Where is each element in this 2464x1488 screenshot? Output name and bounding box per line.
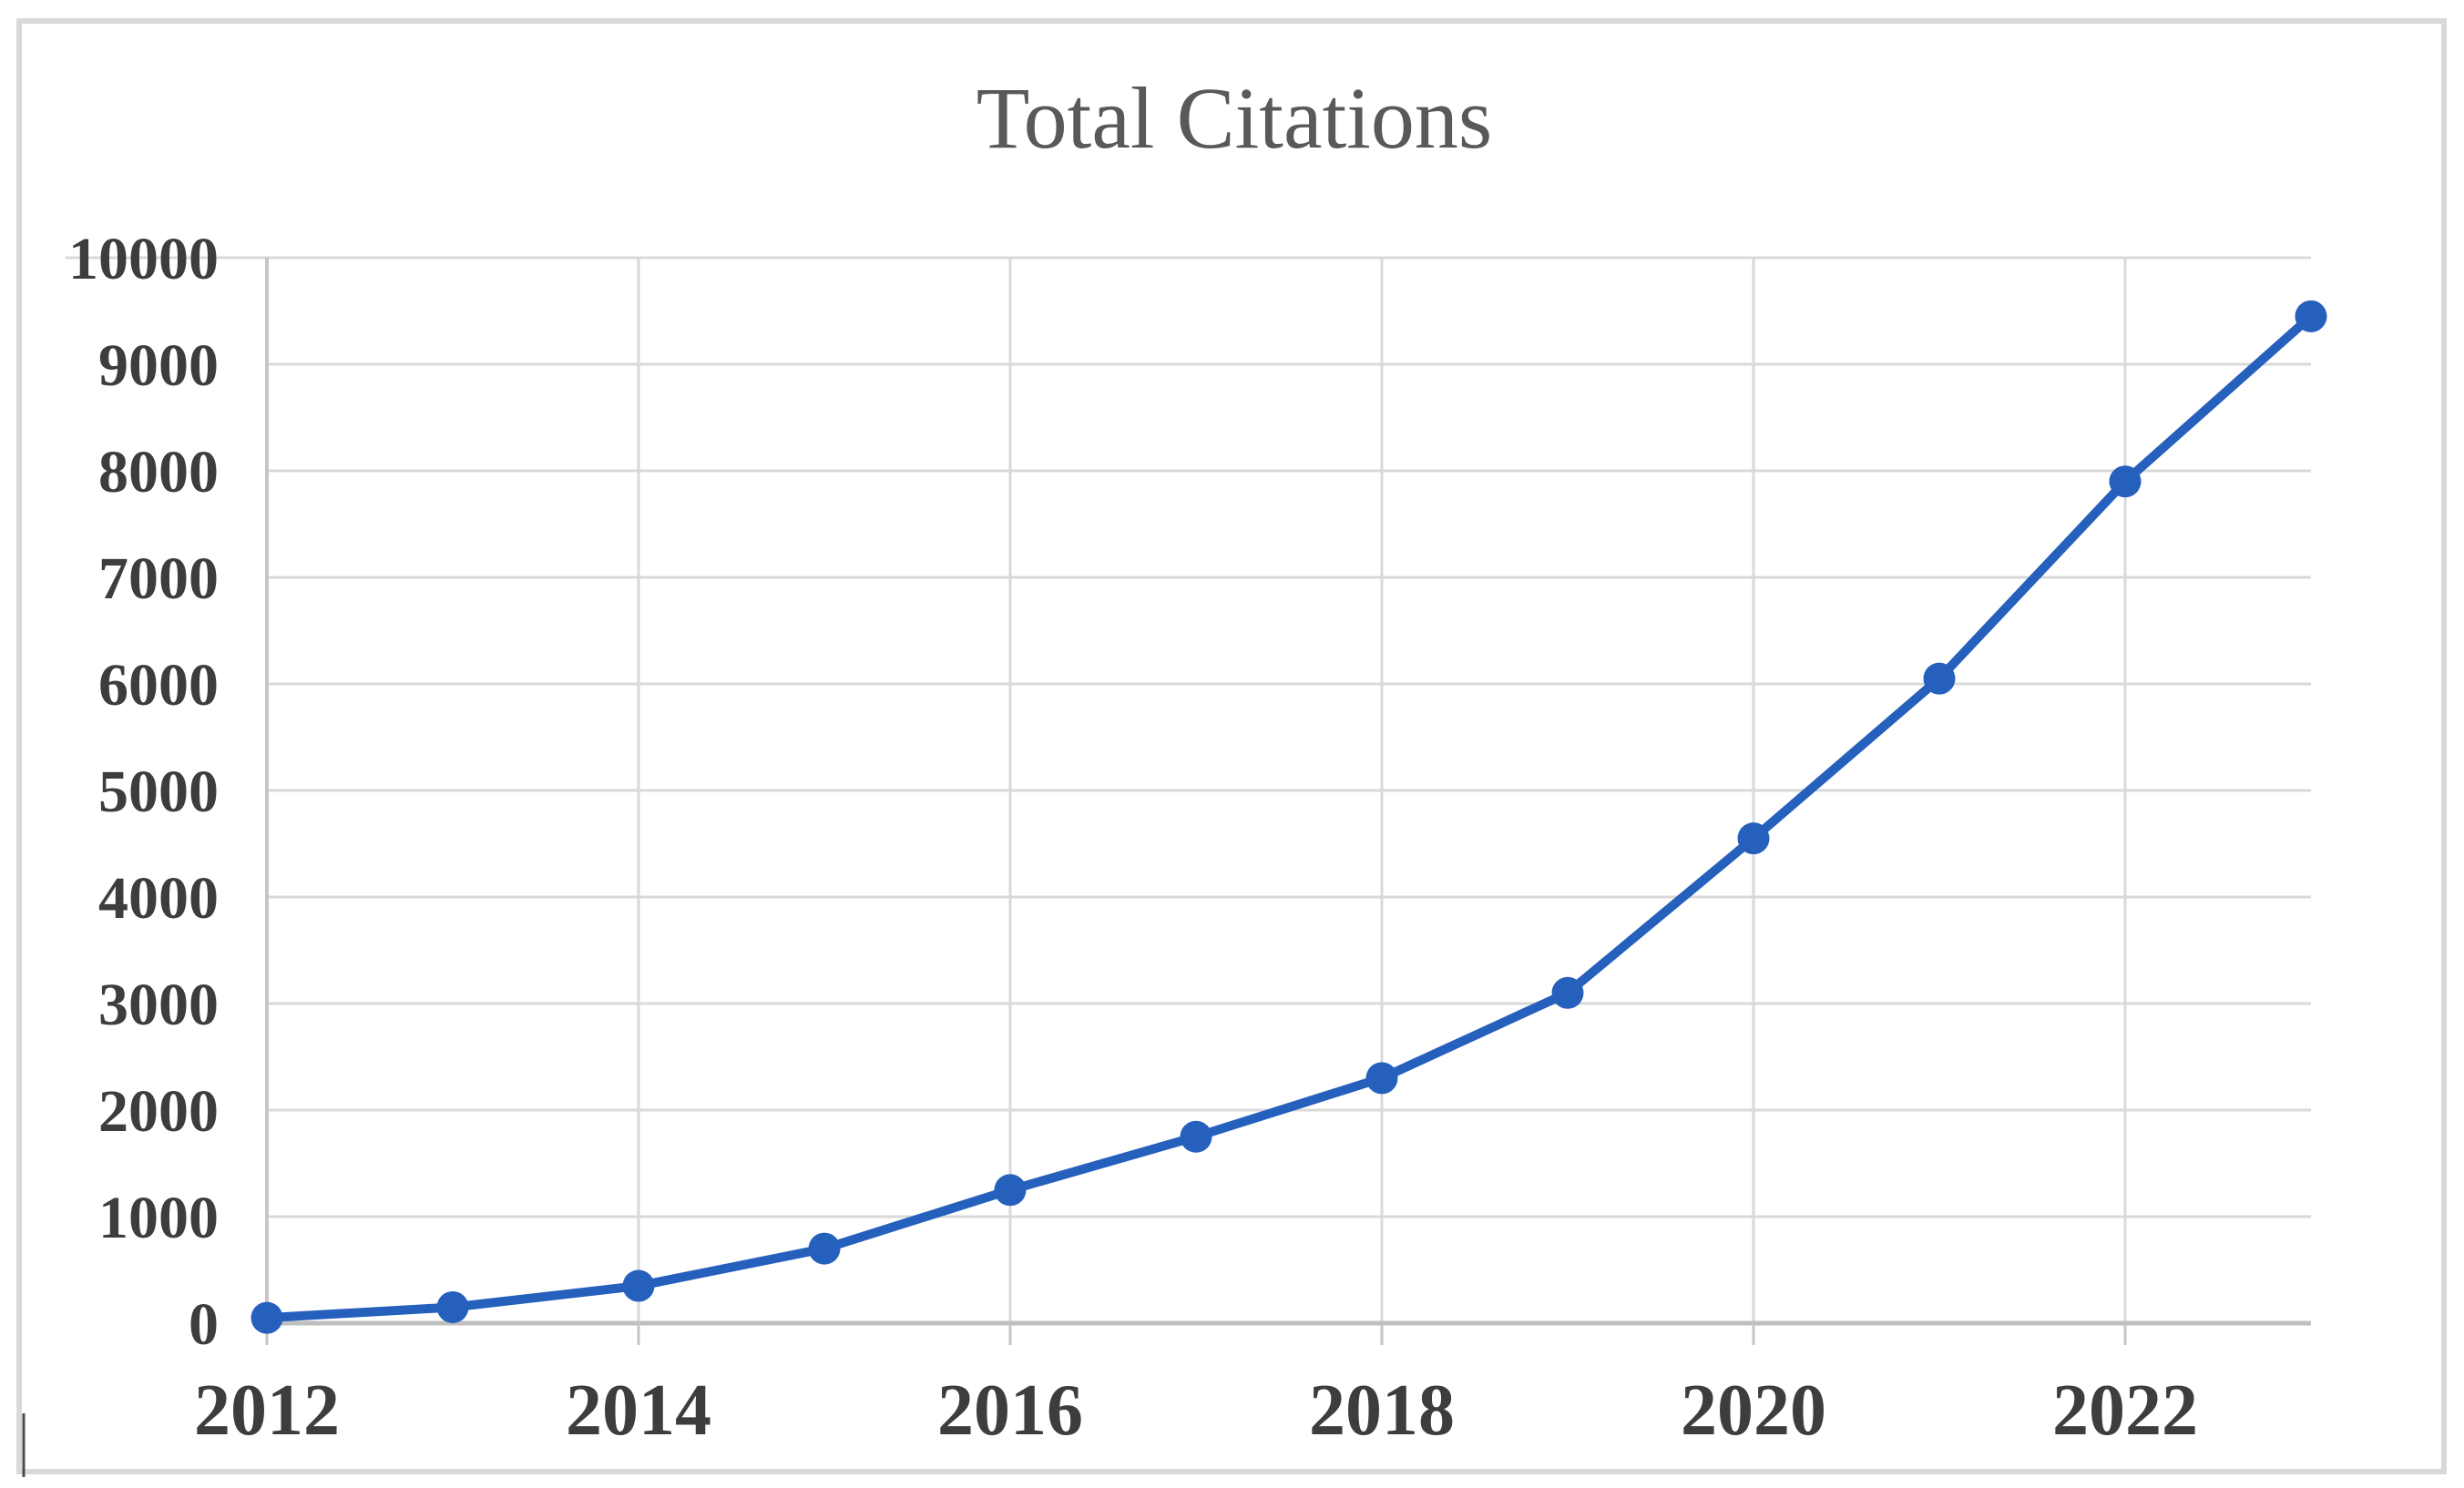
chart-title: Total Citations <box>976 69 1493 167</box>
y-tick-label: 8000 <box>98 439 219 505</box>
y-tick-label: 9000 <box>98 332 219 399</box>
y-tick-label: 4000 <box>98 865 219 932</box>
x-axis-tick-labels: 2012 2014 2016 2018 2020 2022 <box>194 1371 2198 1451</box>
x-tick-label: 2014 <box>566 1371 711 1451</box>
y-tick-label: 0 <box>189 1291 219 1358</box>
data-point-markers <box>250 300 2327 1334</box>
x-axis-tick-marks <box>265 1323 2127 1345</box>
horizontal-gridlines <box>66 256 2311 1218</box>
y-tick-label: 6000 <box>98 652 219 719</box>
data-point-2019 <box>1551 976 1584 1009</box>
data-point-2012 <box>250 1301 283 1334</box>
data-point-2017 <box>1180 1120 1212 1153</box>
x-tick-label: 2018 <box>1309 1371 1455 1451</box>
figure-border <box>16 18 2447 1474</box>
x-tick-label: 2020 <box>1681 1371 1826 1451</box>
data-point-2023 <box>2295 300 2327 332</box>
data-point-2016 <box>994 1174 1027 1207</box>
citations-series-line <box>262 311 2316 1323</box>
y-axis-tick-labels: 0 1000 2000 3000 4000 5000 6000 7000 8000 9000 100… <box>68 226 219 1358</box>
data-point-2020 <box>1737 822 1770 855</box>
data-point-2013 <box>436 1290 469 1323</box>
data-point-2015 <box>808 1232 841 1265</box>
y-tick-label: 7000 <box>98 545 219 612</box>
vertical-gridlines <box>637 258 2127 1323</box>
data-point-2014 <box>622 1269 655 1302</box>
y-tick-label: 10000 <box>68 226 219 292</box>
x-tick-label: 2012 <box>194 1371 340 1451</box>
y-tick-label: 1000 <box>98 1185 219 1251</box>
y-tick-label: 5000 <box>98 759 219 825</box>
y-tick-label: 3000 <box>98 972 219 1038</box>
x-tick-label: 2016 <box>937 1371 1083 1451</box>
data-point-2022 <box>2109 465 2142 498</box>
data-point-2021 <box>1923 662 1956 695</box>
axis-lines <box>263 258 2311 1326</box>
x-tick-label: 2022 <box>2052 1371 2198 1451</box>
y-tick-label: 2000 <box>98 1078 219 1145</box>
data-point-2018 <box>1365 1062 1398 1095</box>
